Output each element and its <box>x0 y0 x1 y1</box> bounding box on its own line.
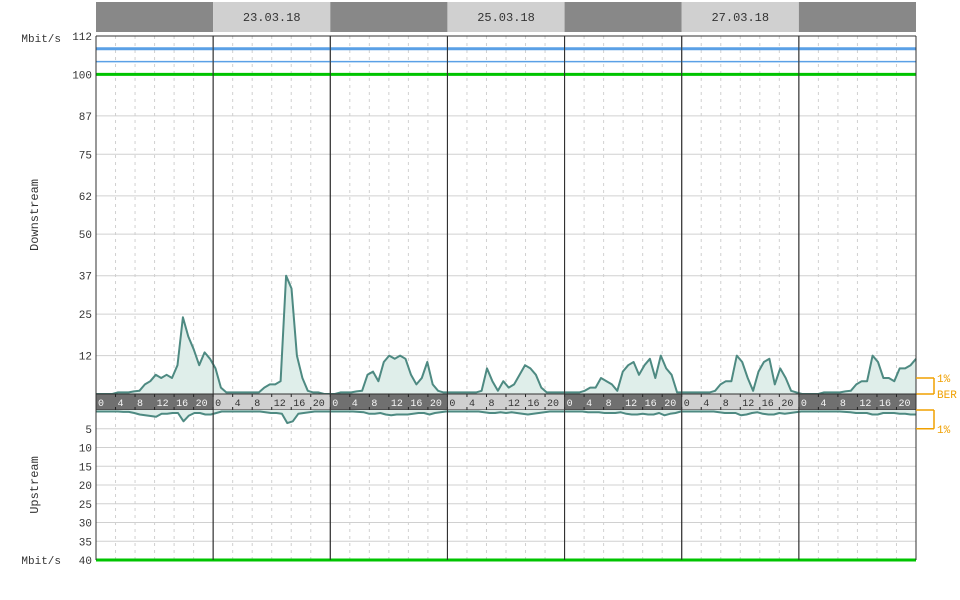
svg-text:25: 25 <box>79 500 92 512</box>
svg-text:100: 100 <box>72 70 92 82</box>
svg-text:0: 0 <box>567 399 573 410</box>
svg-text:4: 4 <box>703 399 709 410</box>
svg-text:75: 75 <box>79 150 92 162</box>
svg-text:0: 0 <box>801 399 807 410</box>
svg-text:20: 20 <box>898 399 910 410</box>
svg-text:25.03.18: 25.03.18 <box>477 11 535 25</box>
svg-text:12: 12 <box>742 399 754 410</box>
svg-text:1%: 1% <box>937 425 951 437</box>
svg-text:12: 12 <box>391 399 403 410</box>
svg-text:5: 5 <box>85 425 92 437</box>
svg-text:27.03.18: 27.03.18 <box>711 11 769 25</box>
svg-text:20: 20 <box>79 481 92 493</box>
svg-text:0: 0 <box>215 399 221 410</box>
svg-text:12: 12 <box>625 399 637 410</box>
svg-text:20: 20 <box>430 399 442 410</box>
svg-text:16: 16 <box>293 399 305 410</box>
svg-text:10: 10 <box>79 444 92 456</box>
svg-text:16: 16 <box>762 399 774 410</box>
svg-text:16: 16 <box>410 399 422 410</box>
svg-text:20: 20 <box>547 399 559 410</box>
svg-text:12: 12 <box>157 399 169 410</box>
svg-text:87: 87 <box>79 112 92 124</box>
svg-text:112: 112 <box>72 32 92 44</box>
svg-text:4: 4 <box>469 399 475 410</box>
svg-text:16: 16 <box>879 399 891 410</box>
svg-text:Upstream: Upstream <box>28 456 42 514</box>
svg-text:1%: 1% <box>937 374 951 386</box>
svg-text:4: 4 <box>235 399 241 410</box>
svg-text:23.03.18: 23.03.18 <box>243 11 301 25</box>
svg-text:15: 15 <box>79 462 92 474</box>
svg-text:20: 20 <box>664 399 676 410</box>
svg-text:12: 12 <box>508 399 520 410</box>
svg-text:Downstream: Downstream <box>28 179 42 251</box>
svg-text:Mbit/s: Mbit/s <box>21 34 61 46</box>
svg-text:30: 30 <box>79 519 92 531</box>
svg-text:0: 0 <box>684 399 690 410</box>
svg-text:0: 0 <box>332 399 338 410</box>
svg-text:35: 35 <box>79 537 92 549</box>
svg-text:40: 40 <box>79 556 92 568</box>
svg-text:12: 12 <box>859 399 871 410</box>
svg-text:0: 0 <box>98 399 104 410</box>
svg-text:8: 8 <box>254 399 260 410</box>
svg-text:8: 8 <box>723 399 729 410</box>
svg-text:20: 20 <box>313 399 325 410</box>
svg-text:37: 37 <box>79 272 92 284</box>
svg-text:8: 8 <box>840 399 846 410</box>
svg-text:20: 20 <box>781 399 793 410</box>
svg-text:BER: BER <box>937 390 957 402</box>
svg-text:Mbit/s: Mbit/s <box>21 556 61 568</box>
svg-text:8: 8 <box>137 399 143 410</box>
svg-text:0: 0 <box>449 399 455 410</box>
svg-text:16: 16 <box>176 399 188 410</box>
svg-text:4: 4 <box>352 399 358 410</box>
svg-text:8: 8 <box>488 399 494 410</box>
svg-text:50: 50 <box>79 230 92 242</box>
bandwidth-chart: 23.03.1825.03.1827.03.181121008775625037… <box>0 0 960 600</box>
svg-text:20: 20 <box>196 399 208 410</box>
svg-text:25: 25 <box>79 310 92 322</box>
svg-text:16: 16 <box>645 399 657 410</box>
svg-text:4: 4 <box>118 399 124 410</box>
svg-text:4: 4 <box>820 399 826 410</box>
svg-text:8: 8 <box>606 399 612 410</box>
svg-text:62: 62 <box>79 192 92 204</box>
svg-text:16: 16 <box>528 399 540 410</box>
svg-text:8: 8 <box>371 399 377 410</box>
svg-text:12: 12 <box>79 352 92 364</box>
svg-text:4: 4 <box>586 399 592 410</box>
svg-text:12: 12 <box>274 399 286 410</box>
